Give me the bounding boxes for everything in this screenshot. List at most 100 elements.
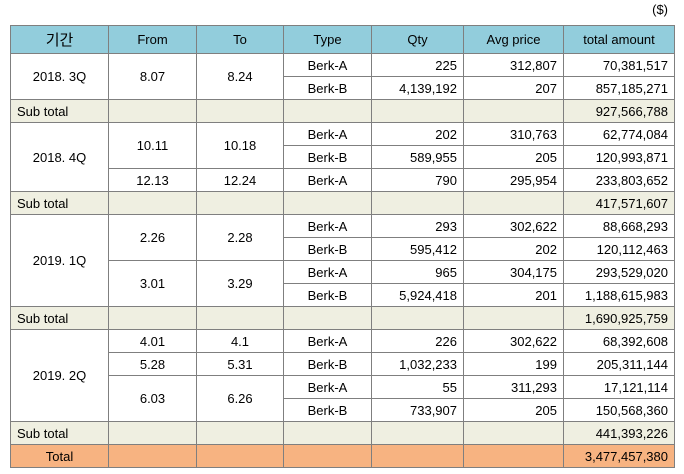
to-cell: 10.18 bbox=[196, 122, 284, 169]
type-cell: Berk-B bbox=[283, 145, 372, 169]
price-cell: 199 bbox=[463, 352, 564, 376]
type-cell: Berk-A bbox=[283, 375, 372, 399]
empty-cell bbox=[196, 191, 284, 215]
empty-cell bbox=[196, 421, 284, 445]
empty-cell bbox=[463, 444, 564, 468]
amount-cell: 857,185,271 bbox=[563, 76, 675, 100]
type-cell: Berk-B bbox=[283, 398, 372, 422]
amount-cell: 17,121,114 bbox=[563, 375, 675, 399]
qty-cell: 595,412 bbox=[371, 237, 464, 261]
empty-cell bbox=[108, 444, 197, 468]
empty-cell bbox=[463, 306, 564, 330]
type-cell: Berk-A bbox=[283, 260, 372, 284]
type-cell: Berk-B bbox=[283, 352, 372, 376]
empty-cell bbox=[371, 444, 464, 468]
price-cell: 295,954 bbox=[463, 168, 564, 192]
price-cell: 310,763 bbox=[463, 122, 564, 146]
amount-cell: 70,381,517 bbox=[563, 53, 675, 77]
table-row: 3.01 3.29 Berk-A 965 304,175 293,529,020 bbox=[11, 260, 675, 307]
from-cell: 6.03 bbox=[108, 375, 197, 422]
period-cell: 2019. 2Q bbox=[10, 329, 109, 422]
amount-cell: 88,668,293 bbox=[563, 214, 675, 238]
empty-cell bbox=[108, 306, 197, 330]
type-cell: Berk-A bbox=[283, 122, 372, 146]
period-cell: 2018. 4Q bbox=[10, 122, 109, 192]
table-row: Berk-B 4,139,192 207 857,185,271 bbox=[11, 76, 675, 100]
table-row: Berk-B 733,907 205 150,568,360 bbox=[11, 398, 675, 422]
empty-cell bbox=[196, 99, 284, 123]
amount-cell: 205,311,144 bbox=[563, 352, 675, 376]
empty-cell bbox=[371, 306, 464, 330]
table-row: 2018. 4Q 10.11 10.18 Berk-A 202 310,763 … bbox=[10, 122, 675, 192]
qty-cell: 293 bbox=[371, 214, 464, 238]
empty-cell bbox=[108, 191, 197, 215]
table-row: 2019. 2Q 4.01 4.1 Berk-A 226 302,622 68,… bbox=[10, 329, 675, 422]
empty-cell bbox=[108, 421, 197, 445]
subtotal-label: Sub total bbox=[10, 99, 109, 123]
to-cell: 4.1 bbox=[196, 329, 284, 353]
subtotal-label: Sub total bbox=[10, 421, 109, 445]
from-cell: 3.01 bbox=[108, 260, 197, 307]
table-row: Berk-B 595,412 202 120,112,463 bbox=[11, 237, 675, 261]
empty-cell bbox=[283, 191, 372, 215]
table-row: 2019. 1Q 2.26 2.28 Berk-A 293 302,622 88… bbox=[10, 214, 675, 307]
empty-cell bbox=[283, 99, 372, 123]
empty-cell bbox=[463, 99, 564, 123]
table-row: Berk-B 5,924,418 201 1,188,615,983 bbox=[11, 283, 675, 307]
to-cell: 2.28 bbox=[196, 214, 284, 261]
qty-cell: 790 bbox=[371, 168, 464, 192]
empty-cell bbox=[371, 99, 464, 123]
qty-cell: 1,032,233 bbox=[371, 352, 464, 376]
empty-cell bbox=[463, 191, 564, 215]
subtotal-label: Sub total bbox=[10, 191, 109, 215]
amount-cell: 62,774,084 bbox=[563, 122, 675, 146]
price-cell: 202 bbox=[463, 237, 564, 261]
price-cell: 304,175 bbox=[463, 260, 564, 284]
to-cell: 6.26 bbox=[196, 375, 284, 422]
price-cell: 207 bbox=[463, 76, 564, 100]
from-cell: 10.11 bbox=[108, 122, 197, 169]
to-cell: 3.29 bbox=[196, 260, 284, 307]
subtotal-row: Sub total 417,571,607 bbox=[10, 191, 675, 215]
header-qty: Qty bbox=[371, 25, 464, 54]
subtotal-row: Sub total 1,690,925,759 bbox=[10, 306, 675, 330]
amount-cell: 120,993,871 bbox=[563, 145, 675, 169]
from-cell: 5.28 bbox=[108, 352, 197, 376]
header-period: 기간 bbox=[10, 25, 109, 54]
type-cell: Berk-B bbox=[283, 76, 372, 100]
subtotal-row: Sub total 441,393,226 bbox=[10, 421, 675, 445]
header-from: From bbox=[108, 25, 197, 54]
period-cell: 2019. 1Q bbox=[10, 214, 109, 307]
subtotal-amount: 927,566,788 bbox=[563, 99, 675, 123]
total-label: Total bbox=[10, 444, 109, 468]
qty-cell: 4,139,192 bbox=[371, 76, 464, 100]
qty-cell: 225 bbox=[371, 53, 464, 77]
subtotal-label: Sub total bbox=[10, 306, 109, 330]
amount-cell: 150,568,360 bbox=[563, 398, 675, 422]
from-cell: 12.13 bbox=[108, 168, 197, 192]
empty-cell bbox=[371, 191, 464, 215]
table-row: 5.28 5.31 Berk-B 1,032,233 199 205,311,1… bbox=[11, 352, 675, 376]
from-cell: 4.01 bbox=[108, 329, 197, 353]
subtotal-amount: 417,571,607 bbox=[563, 191, 675, 215]
subtotal-amount: 441,393,226 bbox=[563, 421, 675, 445]
table-row: 2018. 3Q 8.07 8.24 Berk-A 225 312,807 70… bbox=[10, 53, 675, 100]
period-cell: 2018. 3Q bbox=[10, 53, 109, 100]
price-cell: 205 bbox=[463, 145, 564, 169]
amount-cell: 120,112,463 bbox=[563, 237, 675, 261]
price-cell: 311,293 bbox=[463, 375, 564, 399]
price-cell: 302,622 bbox=[463, 214, 564, 238]
qty-cell: 226 bbox=[371, 329, 464, 353]
qty-cell: 733,907 bbox=[371, 398, 464, 422]
empty-cell bbox=[371, 421, 464, 445]
price-cell: 312,807 bbox=[463, 53, 564, 77]
header-type: Type bbox=[283, 25, 372, 54]
to-cell: 5.31 bbox=[196, 352, 284, 376]
subtotal-amount: 1,690,925,759 bbox=[563, 306, 675, 330]
type-cell: Berk-A bbox=[283, 168, 372, 192]
from-cell: 2.26 bbox=[108, 214, 197, 261]
total-row: Total 3,477,457,380 bbox=[10, 444, 675, 468]
price-cell: 302,622 bbox=[463, 329, 564, 353]
header-to: To bbox=[196, 25, 284, 54]
amount-cell: 1,188,615,983 bbox=[563, 283, 675, 307]
